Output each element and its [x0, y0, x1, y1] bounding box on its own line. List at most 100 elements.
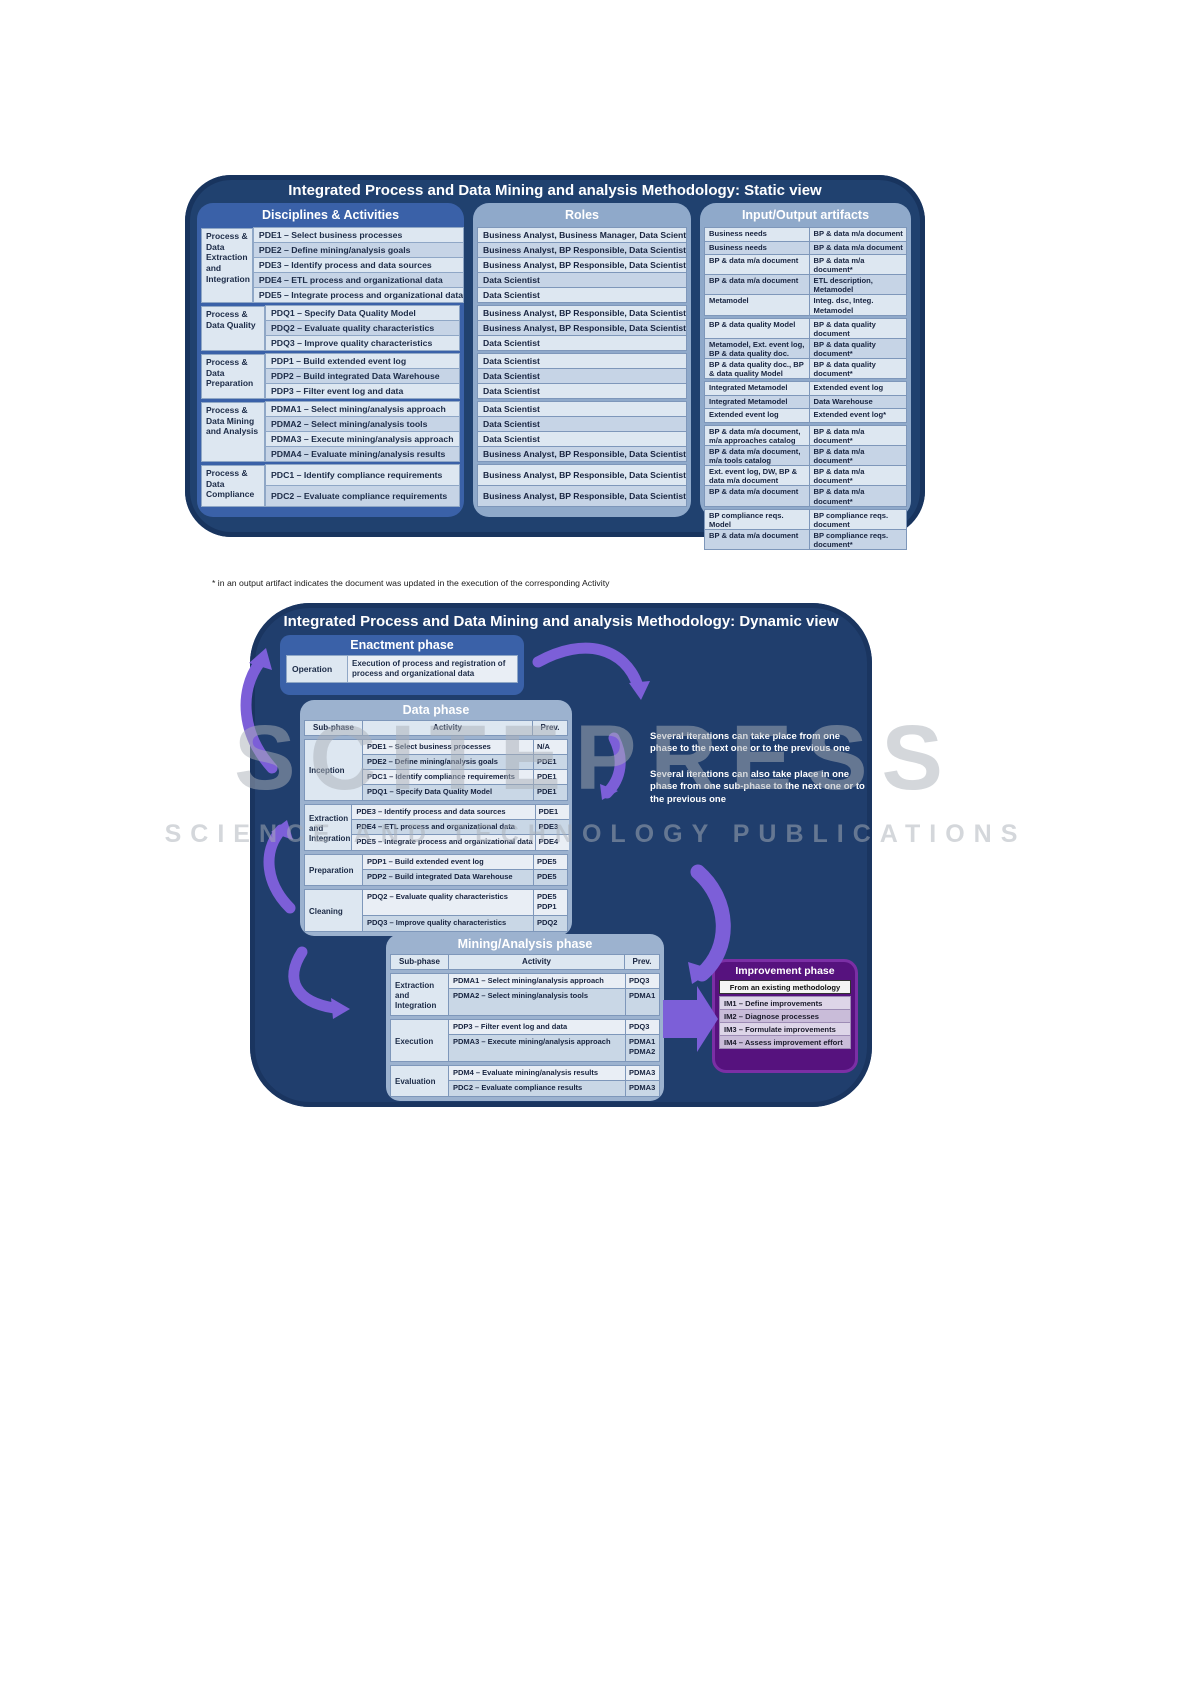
- activity-cell: PDE4 – ETL process and organizational da…: [356, 822, 515, 831]
- artifact-row: Business needs BP & data m/a document: [704, 227, 907, 242]
- subphase-rows: PDMA1 – Select mining/analysis approach P…: [449, 974, 659, 1015]
- activity-cell: PDQ2 – Evaluate quality characteristics: [367, 892, 508, 901]
- artifact-row: Extended event log Extended event log*: [704, 408, 907, 423]
- discipline-group-pdc: Process & Data Compliance PDC1 – Identif…: [201, 464, 460, 507]
- artifact-output: BP & data m/a document: [813, 229, 903, 238]
- table-row: PDMA3 – Execute mining/analysis approach…: [449, 1035, 659, 1061]
- artifact-row: BP & data m/a document ETL description, M…: [704, 274, 907, 296]
- table-row: PDMA1 – Select mining/analysis approach P…: [449, 974, 659, 989]
- improvement-subheader: From an existing methodology: [719, 980, 851, 994]
- discipline-label: Process & Data Quality: [201, 306, 265, 351]
- table-header-row: Sub-phase Activity Prev.: [390, 954, 660, 970]
- subphase-rows: PDP3 – Filter event log and data PDQ3 PDM…: [449, 1020, 659, 1061]
- artifact-output: BP & data m/a document*: [813, 447, 865, 466]
- artifact-output: BP & data quality document*: [813, 360, 876, 379]
- artifacts-group: Business needs BP & data m/a document Bus…: [704, 227, 907, 316]
- role-cell: Business Analyst, BP Responsible, Data S…: [477, 446, 687, 462]
- role-cell: Data Scientist: [477, 431, 687, 447]
- artifact-row: BP & data m/a document, m/a approaches c…: [704, 424, 907, 447]
- subphase-label: Cleaning: [305, 890, 363, 931]
- activity-row: PDMA4 – Evaluate mining/analysis results: [265, 446, 460, 462]
- artifact-input: BP & data m/a document: [705, 529, 810, 550]
- prev-cell: PDE1: [533, 755, 567, 769]
- table-row: PDQ3 – Improve quality characteristics PD…: [363, 916, 567, 931]
- activity-cell: PDE3 – Identify process and data sources: [356, 807, 506, 816]
- artifact-output: BP & data m/a document*: [813, 426, 865, 445]
- column-activity: Activity: [363, 721, 533, 735]
- prev-cell: PDMA3: [625, 1081, 659, 1096]
- activity-row: PDMA1 – Select mining/analysis approach: [265, 401, 460, 417]
- artifact-output: Integ. dsc, Integ. Metamodel: [813, 296, 874, 315]
- discipline-label: Process & Data Compliance: [201, 465, 265, 507]
- artifact-output: BP & data m/a document*: [813, 487, 865, 506]
- activity-cell: PDQ3 – Improve quality characteristics: [367, 918, 507, 927]
- prev-cell: PDQ2: [533, 916, 567, 931]
- artifact-row: BP & data quality doc., BP & data qualit…: [704, 358, 907, 380]
- artifacts-group: BP & data quality Model BP & data quality…: [704, 317, 907, 380]
- activity-row: PDE5 – Integrate process and organizatio…: [252, 287, 465, 303]
- activity-row: PDMA3 – Execute mining/analysis approach: [265, 431, 460, 447]
- activity-row: PDQ3 – Improve quality characteristics: [265, 335, 460, 351]
- activity-cell: PDMA2 – Select mining/analysis tools: [453, 991, 589, 1000]
- artifact-row: Ext. event log, DW, BP & data m/a docume…: [704, 465, 907, 487]
- activity-row: PDE4 – ETL process and organizational da…: [252, 272, 465, 288]
- artifact-output: BP & data m/a document*: [813, 467, 865, 486]
- column-prev: Prev.: [632, 957, 652, 966]
- activity-row: PDE3 – Identify process and data sources: [252, 257, 465, 273]
- table-row: PDQ1 – Specify Data Quality Model PDE1: [363, 785, 567, 800]
- table-header-row: Sub-phase Activity Prev.: [304, 720, 568, 736]
- subphase-group-extraction: Extraction and Integration PDMA1 – Selec…: [390, 973, 660, 1016]
- discipline-label: Process & Data Mining and Analysis: [201, 402, 265, 462]
- activity-cell: PDQ1 – Specify Data Quality Model: [367, 787, 493, 796]
- prev-cell: PDE1: [534, 805, 569, 819]
- prev-cell: PDMA3: [625, 1066, 659, 1080]
- subphase-rows: PDE3 – Identify process and data sources…: [352, 805, 569, 850]
- prev-cell: PDMA1 PDMA2: [625, 1035, 659, 1061]
- activity-list: PDC1 – Identify compliance requirements …: [265, 464, 460, 507]
- role-cell: Data Scientist: [477, 335, 687, 351]
- prev-cell: PDE5 PDP1: [533, 890, 567, 915]
- activity-row: PDQ2 – Evaluate quality characteristics: [265, 320, 460, 336]
- column-activity: Activity: [449, 955, 625, 969]
- table-row: PDE3 – Identify process and data sources…: [352, 805, 569, 820]
- table-row: PDE4 – ETL process and organizational da…: [352, 820, 569, 835]
- enactment-row: Operation Execution of process and regis…: [286, 655, 518, 683]
- activity-cell: PDP1 – Build extended event log: [367, 857, 484, 866]
- enactment-operation-label: Operation: [286, 655, 348, 683]
- mining-analysis-phase-box: Mining/Analysis phase Sub-phase Activity…: [386, 934, 664, 1101]
- disciplines-panel: Disciplines & Activities Process & Data …: [197, 203, 465, 517]
- artifact-input: Integrated Metamodel: [705, 382, 810, 395]
- table-row: PDP3 – Filter event log and data PDQ3: [449, 1020, 659, 1035]
- subphase-label: Preparation: [305, 855, 363, 885]
- figure-footnote: * in an output artifact indicates the do…: [212, 578, 610, 588]
- roles-group: Business Analyst, BP Responsible, Data S…: [477, 305, 687, 351]
- roles-panel: Roles Business Analyst, Business Manager…: [473, 203, 691, 517]
- roles-header: Roles: [564, 208, 600, 222]
- disciplines-header: Disciplines & Activities: [261, 208, 400, 222]
- activity-row: PDE1 – Select business processes: [252, 227, 465, 243]
- artifacts-header: Input/Output artifacts: [741, 208, 870, 222]
- activity-row: PDE2 – Define mining/analysis goals: [252, 242, 465, 258]
- artifact-input: Business needs: [705, 228, 810, 241]
- enactment-phase-box: Enactment phase Operation Execution of p…: [280, 635, 524, 695]
- subphase-label: Inception: [305, 740, 363, 800]
- prev-cell: PDE4: [534, 835, 569, 850]
- dynamic-view-diagram: Integrated Process and Data Mining and a…: [250, 603, 872, 1107]
- artifact-output: BP & data m/a document: [813, 242, 903, 252]
- subphase-group-preparation: Preparation PDP1 – Build extended event …: [304, 854, 568, 886]
- table-row: PDM4 – Evaluate mining/analysis results P…: [449, 1066, 659, 1081]
- prev-cell: PDE5: [533, 870, 567, 885]
- prev-cell: PDE3: [534, 820, 569, 834]
- artifact-input: Integrated Metamodel: [705, 395, 810, 409]
- static-view-diagram: Integrated Process and Data Mining and a…: [185, 175, 925, 551]
- prev-cell: PDE1: [533, 770, 567, 784]
- artifact-output: ETL description, Metamodel: [813, 276, 873, 295]
- artifact-row: Metamodel Integ. dsc, Integ. Metamodel: [704, 294, 907, 316]
- artifact-row: BP & data m/a document BP compliance reqs…: [704, 528, 907, 551]
- artifact-output: Extended event log*: [813, 410, 887, 420]
- artifact-row: BP & data m/a document, m/a tools catalo…: [704, 445, 907, 467]
- subphase-label: Extraction and Integration: [391, 974, 449, 1015]
- artifacts-group: Integrated Metamodel Extended event log I…: [704, 381, 907, 423]
- prev-cell: N/A: [533, 740, 567, 754]
